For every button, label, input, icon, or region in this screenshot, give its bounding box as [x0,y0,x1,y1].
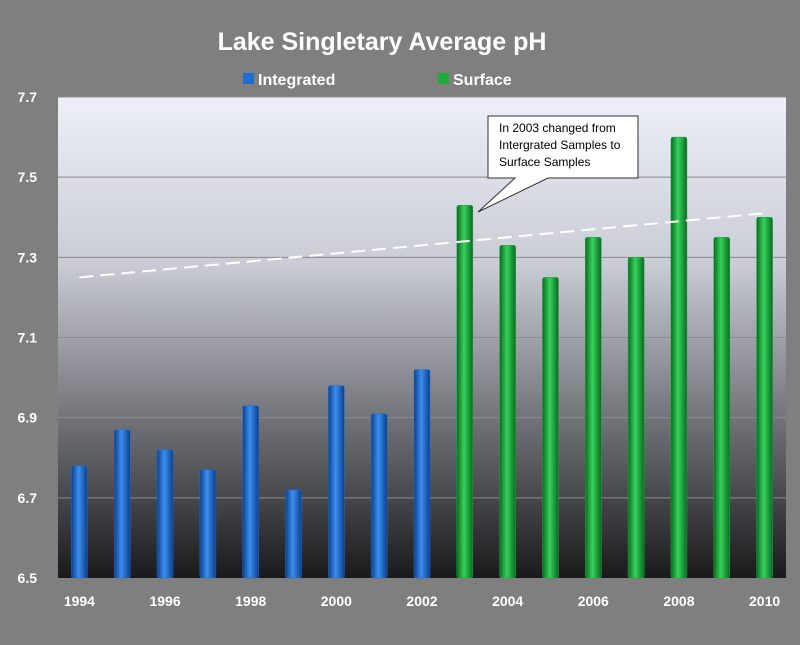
x-tick-label: 2004 [492,593,523,609]
bar-integrated-2001 [370,413,388,579]
chart-title: Lake Singletary Average pH [218,28,547,56]
y-tick-label: 7.7 [18,89,38,105]
bar-surface-2004 [499,245,516,579]
bar-integrated-1995 [113,429,131,579]
bar-integrated-1998 [242,405,259,579]
x-tick-label: 2002 [406,593,437,609]
bar-surface-2005 [542,277,559,579]
bar-integrated-1996 [156,449,174,579]
x-tick-label: 2000 [321,593,352,609]
bar-surface-2007 [627,257,645,579]
annotation-callout: In 2003 changed from Intergrated Samples… [477,115,639,213]
bar-surface-2003 [456,204,474,579]
y-tick-label: 7.3 [18,249,38,265]
bar-integrated-2002 [413,369,431,579]
legend-swatch-integrated [243,73,254,84]
legend: Integrated Surface [243,72,512,89]
bars [71,136,773,579]
y-tick-label: 6.5 [18,570,38,586]
x-axis-tick-labels: 1994 1996 1998 2000 2002 2004 2006 2008 2010 [64,593,781,609]
y-tick-label: 7.5 [18,169,38,185]
bar-integrated-2000 [328,385,345,579]
x-tick-label: 2008 [663,593,694,609]
x-tick-label: 1994 [64,593,95,609]
y-tick-label: 6.7 [18,490,38,506]
bar-surface-2010 [756,217,773,579]
bar-surface-2006 [585,237,602,579]
legend-swatch-surface [438,73,449,84]
x-tick-label: 1996 [149,593,180,609]
bar-surface-2009 [713,237,731,579]
y-tick-label: 6.9 [18,410,38,426]
bar-integrated-1997 [199,469,217,579]
y-tick-label: 7.1 [18,330,38,346]
legend-label-surface: Surface [453,72,512,89]
bar-integrated-1994 [71,465,88,579]
x-tick-label: 2006 [578,593,609,609]
annotation-line-2: Intergrated Samples to [499,138,621,152]
bar-surface-2008 [670,136,688,579]
annotation-bubble [477,115,639,213]
x-tick-label: 1998 [235,593,266,609]
bar-integrated-1999 [285,489,302,579]
trendline [79,212,765,279]
annotation-line-3: Surface Samples [499,155,590,169]
y-axis-tick-labels: 6.5 6.7 6.9 7.1 7.3 7.5 7.7 [18,89,38,586]
annotation-line-1: In 2003 changed from [499,121,616,135]
x-tick-label: 2010 [749,593,780,609]
legend-label-integrated: Integrated [258,72,335,89]
